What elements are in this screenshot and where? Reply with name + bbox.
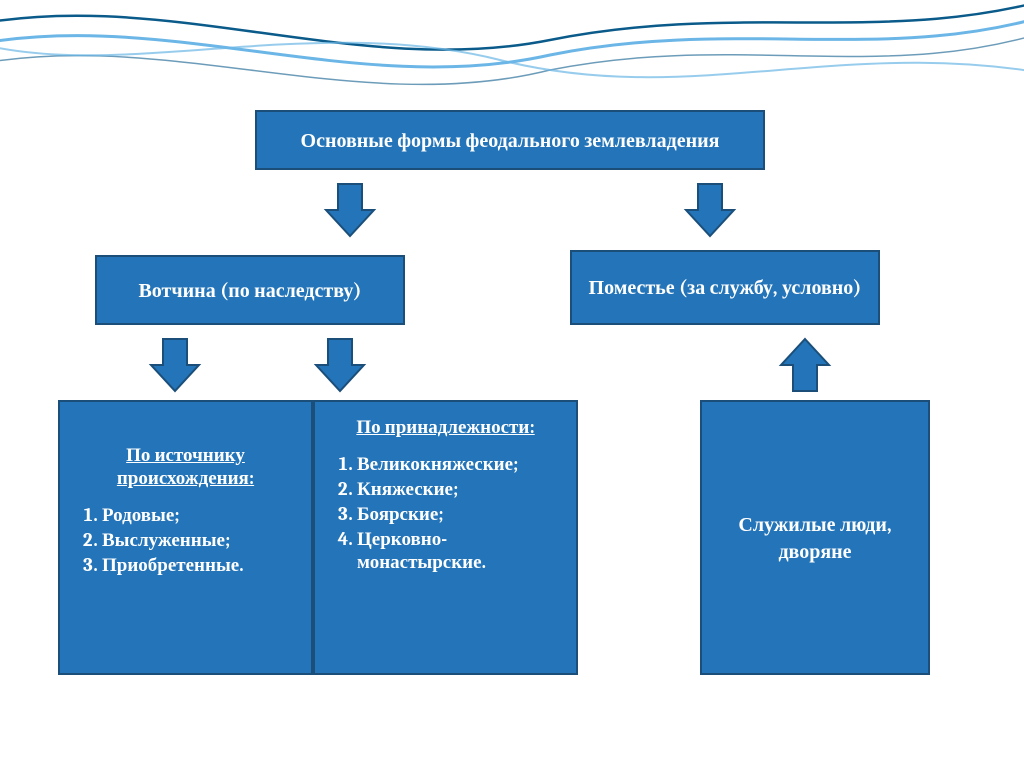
list-item: Великокняжеские;	[357, 453, 562, 476]
detail1-title: По источнику происхождения:	[74, 444, 297, 490]
arrow-down-icon	[320, 180, 380, 240]
bottom-right-box: Служилые люди, дворяне	[700, 400, 930, 675]
list-item: Церковно-монастырские.	[357, 528, 562, 574]
list-item: Родовые;	[102, 504, 297, 527]
arrow-down-icon	[145, 335, 205, 395]
right-label: Поместье (за службу, условно)	[589, 274, 862, 301]
left-box: Вотчина (по наследству)	[95, 255, 405, 325]
bottom-right-label: Служилые люди, дворяне	[714, 511, 916, 565]
detail-box-belonging: По принадлежности: Великокняжеские; Княж…	[313, 400, 578, 675]
arrow-down-icon	[310, 335, 370, 395]
arrow-down-icon	[680, 180, 740, 240]
detail1-list: Родовые; Выслуженные; Приобретенные.	[74, 504, 297, 577]
detail2-title: По принадлежности:	[329, 416, 562, 439]
left-label: Вотчина (по наследству)	[138, 277, 361, 304]
list-item: Боярские;	[357, 503, 562, 526]
root-box: Основные формы феодального землевладения	[255, 110, 765, 170]
detail2-list: Великокняжеские; Княжеские; Боярские; Це…	[329, 453, 562, 574]
detail-box-origin: По источнику происхождения: Родовые; Выс…	[58, 400, 313, 675]
right-box: Поместье (за службу, условно)	[570, 250, 880, 325]
wave-decoration	[0, 0, 1024, 200]
root-label: Основные формы феодального землевладения	[301, 127, 720, 154]
arrow-up-icon	[775, 335, 835, 395]
list-item: Приобретенные.	[102, 554, 297, 577]
list-item: Выслуженные;	[102, 529, 297, 552]
list-item: Княжеские;	[357, 478, 562, 501]
